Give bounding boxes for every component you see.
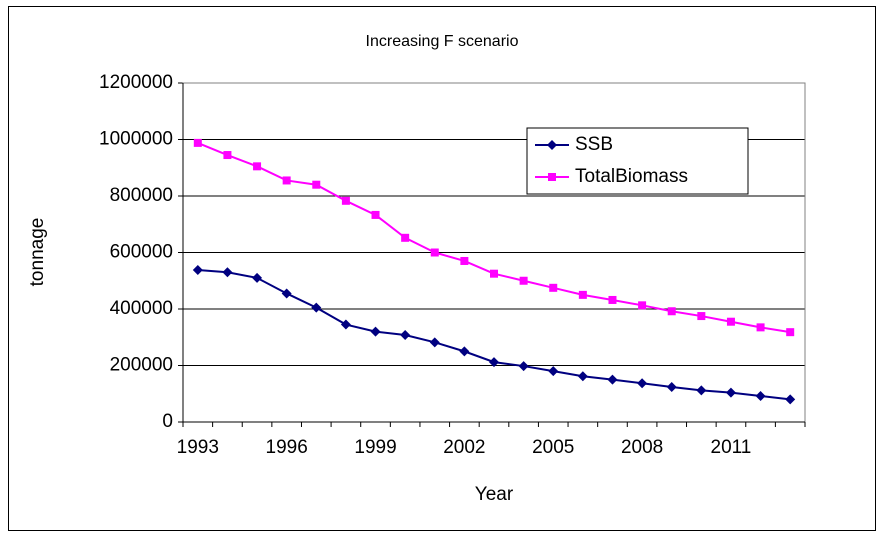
marker [490, 269, 498, 278]
marker [518, 361, 529, 372]
y-tick-label: 400000 [110, 298, 173, 319]
x-tick-label: 1993 [177, 437, 219, 458]
marker [607, 374, 618, 385]
y-tick-label: 800000 [110, 185, 173, 206]
legend-box [526, 127, 749, 195]
marker [312, 180, 321, 189]
marker [577, 371, 588, 382]
y-tick-label: 0 [162, 411, 173, 432]
marker [489, 357, 499, 368]
marker [222, 267, 233, 278]
marker [400, 329, 411, 340]
marker [548, 173, 556, 181]
y-tick-label: 1200000 [99, 72, 173, 93]
x-tick-label: 2002 [443, 437, 485, 458]
marker [637, 378, 648, 389]
marker [430, 248, 439, 257]
marker [578, 290, 587, 299]
x-tick-label: 2011 [711, 437, 752, 458]
marker [755, 391, 766, 402]
marker [786, 328, 795, 337]
marker [460, 256, 469, 265]
marker [519, 276, 528, 285]
legend-label: SSB [575, 134, 613, 155]
marker [311, 302, 322, 313]
marker [608, 295, 617, 304]
marker [726, 317, 735, 326]
marker [549, 283, 558, 292]
marker [341, 196, 350, 205]
marker [371, 210, 380, 219]
y-tick-label: 600000 [110, 242, 173, 263]
marker [282, 176, 291, 185]
marker [340, 319, 351, 330]
legend-label: TotalBiomass [575, 166, 688, 187]
marker [192, 265, 203, 276]
marker [401, 233, 410, 242]
x-axis-label: Year [475, 484, 514, 505]
marker [193, 138, 202, 147]
marker [666, 381, 677, 392]
marker [253, 162, 262, 171]
marker [370, 326, 381, 337]
x-tick-label: 1999 [354, 437, 396, 458]
y-axis-label: tonnage [27, 218, 48, 287]
x-tick-label: 2008 [621, 437, 663, 458]
marker [725, 387, 736, 398]
marker [785, 394, 796, 405]
x-tick-label: 1996 [266, 437, 308, 458]
marker [696, 385, 707, 396]
marker [638, 301, 647, 310]
x-tick-label: 2005 [532, 437, 574, 458]
marker [281, 288, 292, 299]
marker [756, 323, 765, 332]
marker [459, 346, 470, 357]
y-tick-label: 1000000 [99, 129, 173, 150]
marker [429, 337, 440, 348]
chart-frame [8, 6, 876, 531]
y-tick-label: 200000 [110, 355, 173, 376]
marker [223, 151, 232, 160]
marker [547, 140, 557, 150]
chart-title: Increasing F scenario [366, 33, 519, 50]
marker [548, 366, 559, 377]
marker [697, 312, 706, 321]
marker [252, 272, 263, 283]
marker [667, 307, 676, 316]
